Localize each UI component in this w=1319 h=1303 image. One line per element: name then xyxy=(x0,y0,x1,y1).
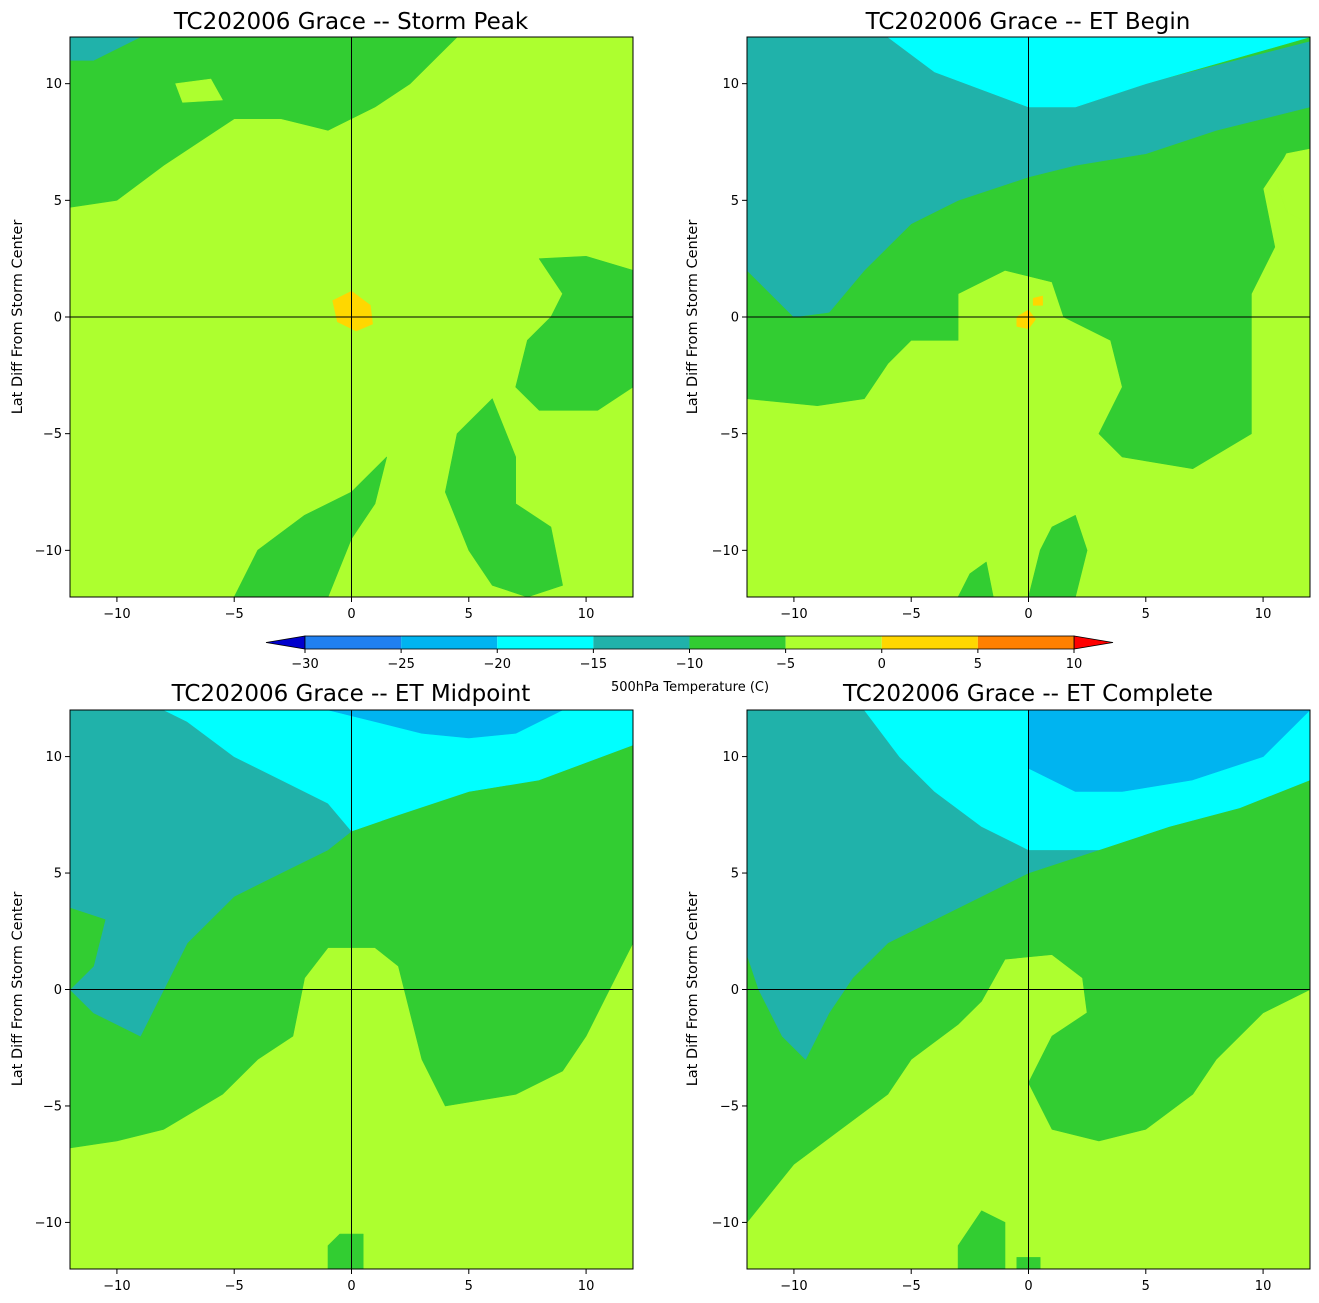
colorbar-segment xyxy=(305,636,402,649)
contour-region xyxy=(957,1210,1006,1269)
colorbar-segment xyxy=(401,636,498,649)
x-tick-label: 10 xyxy=(1255,1279,1272,1294)
x-tick-label: −10 xyxy=(780,1279,807,1294)
colorbar-tick-label: 10 xyxy=(1066,657,1083,672)
x-tick-label: 10 xyxy=(578,1279,595,1294)
y-tick-label: 5 xyxy=(731,867,739,882)
x-tick-label: 10 xyxy=(578,607,595,622)
colorbar-segment xyxy=(785,636,882,649)
colorbar-segment xyxy=(497,636,594,649)
y-tick-label: 5 xyxy=(731,194,739,209)
colorbar-tick-label: −15 xyxy=(580,657,607,672)
x-tick-label: 0 xyxy=(347,1279,355,1294)
colorbar-segment xyxy=(977,636,1074,649)
contour-region xyxy=(327,710,563,739)
contour-region xyxy=(70,907,106,990)
panel-title: TC202006 Grace -- ET Complete xyxy=(842,681,1213,707)
colorbar-under-arrow xyxy=(265,635,306,650)
panel-title: TC202006 Grace -- Storm Peak xyxy=(173,9,529,35)
colorbar-tick-label: −5 xyxy=(776,657,795,672)
y-tick-label: −5 xyxy=(43,427,62,442)
y-tick-label: 10 xyxy=(45,77,62,92)
contour-region xyxy=(1028,514,1088,597)
contour-region xyxy=(957,561,994,597)
y-tick-label: 10 xyxy=(45,750,62,765)
y-tick-label: 5 xyxy=(54,867,62,882)
contour-region xyxy=(1016,309,1036,330)
x-tick-label: −10 xyxy=(780,607,807,622)
y-tick-label: 0 xyxy=(731,311,739,326)
contour-region xyxy=(887,37,1310,108)
x-tick-label: −10 xyxy=(103,1279,130,1294)
contour-region xyxy=(70,37,141,61)
y-axis-label: Lat Diff From Storm Center xyxy=(685,892,701,1087)
x-tick-label: 5 xyxy=(465,607,473,622)
colorbar-segment xyxy=(689,636,786,649)
y-tick-label: −10 xyxy=(35,544,62,559)
y-tick-label: 0 xyxy=(731,983,739,998)
colorbar-label: 500hPa Temperature (C) xyxy=(611,680,769,695)
x-tick-label: −5 xyxy=(225,1279,244,1294)
panel-et-begin: TC202006 Grace -- ET Begin Lat Diff From… xyxy=(685,9,1311,622)
x-tick-label: 5 xyxy=(1142,607,1150,622)
x-tick-label: 0 xyxy=(1024,1279,1032,1294)
colorbar: 500hPa Temperature (C) −30 −25 −20 −15 −10 −5… xyxy=(265,635,1114,695)
x-tick-label: 0 xyxy=(347,607,355,622)
panel-et-midpoint: TC202006 Grace -- ET Midpoint Lat Diff F… xyxy=(10,681,634,1294)
x-tick-label: 10 xyxy=(1255,607,1272,622)
y-tick-label: −5 xyxy=(43,1099,62,1114)
y-axis-label: Lat Diff From Storm Center xyxy=(10,220,26,415)
colorbar-tick-label: −25 xyxy=(387,657,414,672)
contour-region xyxy=(70,37,458,208)
x-tick-label: −5 xyxy=(902,1279,921,1294)
x-tick-label: −5 xyxy=(902,607,921,622)
x-tick-label: 0 xyxy=(1024,607,1032,622)
contour-region xyxy=(175,78,223,103)
y-axis-label: Lat Diff From Storm Center xyxy=(10,892,26,1087)
colorbar-segment xyxy=(593,636,690,649)
y-tick-label: −5 xyxy=(720,1099,739,1114)
contour-region xyxy=(515,255,633,411)
y-tick-label: −10 xyxy=(35,1216,62,1231)
contour-region xyxy=(1032,295,1043,306)
x-tick-label: −5 xyxy=(225,607,244,622)
colorbar-tick-label: 0 xyxy=(878,657,886,672)
contour-region xyxy=(1028,710,1310,792)
panel-et-complete: TC202006 Grace -- ET Complete Lat Diff F… xyxy=(685,681,1311,1294)
y-tick-label: 10 xyxy=(722,750,739,765)
colorbar-tick-label: 5 xyxy=(974,657,982,672)
colorbar-segment xyxy=(881,636,978,649)
panel-storm-peak: TC202006 Grace -- Storm Peak Lat Diff Fr… xyxy=(10,9,634,622)
contour-region xyxy=(163,710,633,832)
panel-title: TC202006 Grace -- ET Midpoint xyxy=(171,681,531,707)
y-tick-label: 5 xyxy=(54,194,62,209)
colorbar-tick-label: −30 xyxy=(291,657,318,672)
y-tick-label: 0 xyxy=(54,983,62,998)
x-tick-label: 5 xyxy=(1142,1279,1150,1294)
panel-title: TC202006 Grace -- ET Begin xyxy=(865,9,1191,35)
y-tick-label: 0 xyxy=(54,311,62,326)
x-tick-label: −10 xyxy=(103,607,130,622)
y-axis-label: Lat Diff From Storm Center xyxy=(685,220,701,415)
contour-region xyxy=(1274,148,1310,224)
colorbar-tick-label: −20 xyxy=(484,657,511,672)
contour-region xyxy=(444,398,563,597)
y-tick-label: −10 xyxy=(712,1216,739,1231)
y-tick-label: −5 xyxy=(720,427,739,442)
x-tick-label: 5 xyxy=(465,1279,473,1294)
colorbar-over-arrow xyxy=(1073,635,1114,650)
y-tick-label: −10 xyxy=(712,544,739,559)
y-tick-label: 10 xyxy=(722,77,739,92)
colorbar-tick-label: −10 xyxy=(676,657,703,672)
contour-region xyxy=(233,456,388,597)
